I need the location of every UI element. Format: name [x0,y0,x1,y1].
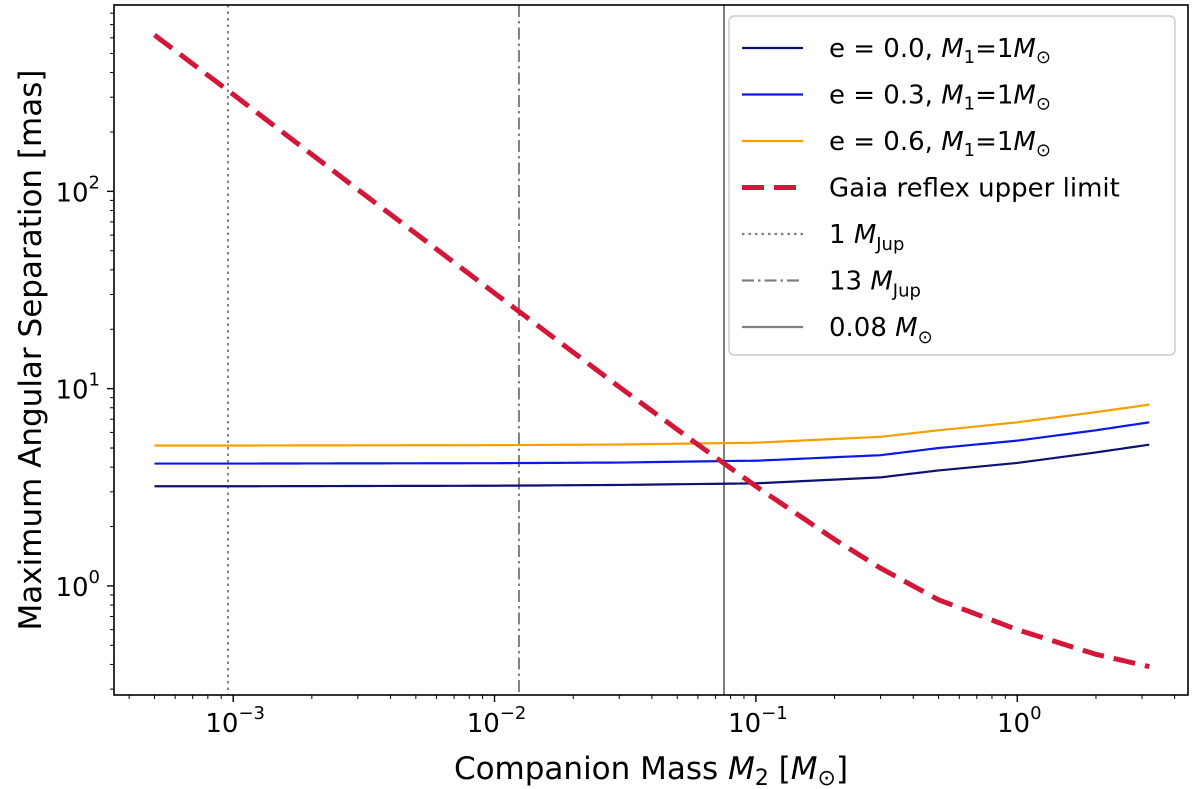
series-line-e-0-6-m1-1m [154,403,1150,447]
legend-label-e-0-3-m1-1m: e = 0.3, M1=1M⊙ [829,81,1051,115]
axis-ticks: 10−3 10−2 10−1 100 100 101 102 [55,12,1176,739]
legend-label-e-0-0-m1-1m: e = 0.0, M1=1M⊙ [829,34,1051,68]
x-axis-label: Companion Mass M2 [M⊙] [454,751,848,789]
legend-label-0-08-m: 0.08 M⊙ [829,313,933,348]
y-tick-label: 100 [55,567,100,603]
x-tick-label: 10−2 [467,703,527,739]
y-tick-label: 102 [55,172,100,208]
legend-box [728,15,1176,356]
x-tick-label: 10−1 [728,703,788,739]
series-line-gaia-reflex-upper-limit [152,33,1150,670]
plot-area-frame [113,4,1189,696]
series-lines [152,33,1150,670]
series-line-e-0-3-m1-1m [154,421,1150,465]
x-tick-label: 100 [997,703,1042,739]
series-line-e-0-0-m1-1m [154,443,1150,488]
reference-lines [226,5,726,695]
x-tick-label: 10−3 [205,703,265,739]
y-tick-label: 101 [55,370,100,406]
legend-label-1-mjup: 1 MJup [829,220,904,255]
y-axis-label: Maximum Angular Separation [mas] [13,70,49,631]
legend: e = 0.0, M1=1M⊙ e = 0.3, M1=1M⊙ e = 0.6, M… [728,15,1176,356]
legend-label-gaia-reflex-upper-limit: Gaia reflex upper limit [829,174,1120,204]
legend-label-13-mjup: 13 MJup [829,267,921,302]
legend-label-e-0-6-m1-1m: e = 0.6, M1=1M⊙ [829,127,1051,161]
